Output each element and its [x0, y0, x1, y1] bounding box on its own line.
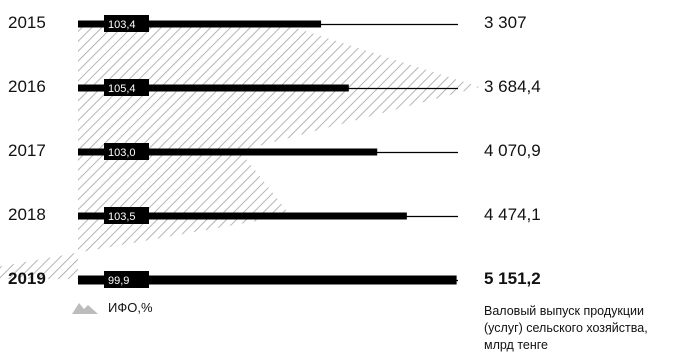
ifo-value-label: 103,5 [108, 211, 136, 223]
ifo-badge-bg [104, 271, 149, 288]
ifo-badge-2018: 103,5 [104, 207, 149, 224]
ifo-value-label: 105,4 [108, 83, 136, 95]
production-value-2019: 5 151,2 [484, 269, 541, 288]
production-value-2018: 4 474,1 [484, 205, 541, 224]
ifo-badge-2019: 99,9 [104, 271, 149, 288]
production-bar-2016 [78, 84, 349, 92]
production-value-2017: 4 070,9 [484, 141, 541, 160]
ifo-badge-2017: 103,0 [104, 143, 149, 160]
year-label-2017: 2017 [8, 141, 46, 160]
ifo-value-label: 103,4 [108, 19, 136, 31]
production-bar-2018 [78, 212, 407, 220]
ifo-badge-2016: 105,4 [104, 79, 149, 96]
chart-caption: Валовый выпуск продукции (услуг) сельско… [484, 304, 648, 352]
production-bar-2017 [78, 148, 378, 156]
production-value-2016: 3 684,4 [484, 77, 541, 96]
ifo-badge-2015: 103,4 [104, 15, 149, 32]
year-label-2019: 2019 [8, 269, 46, 288]
legend: ИФО,% [72, 300, 153, 315]
year-label-2015: 2015 [8, 13, 46, 32]
ifo-badge-bg [104, 207, 149, 224]
production-bar-2019 [78, 275, 457, 285]
ifo-badge-bg [104, 15, 149, 32]
ifo-value-label: 103,0 [108, 147, 136, 159]
production-bar-2015 [78, 20, 322, 28]
ifo-value-label: 99,9 [108, 275, 129, 287]
mountain-icon [72, 302, 98, 314]
production-value-2015: 3 307 [484, 13, 527, 32]
year-label-2016: 2016 [8, 77, 46, 96]
legend-label-ifo: ИФО,% [108, 300, 153, 315]
ifo-badge-bg [104, 143, 149, 160]
year-label-2018: 2018 [8, 205, 46, 224]
ifo-badge-bg [104, 79, 149, 96]
